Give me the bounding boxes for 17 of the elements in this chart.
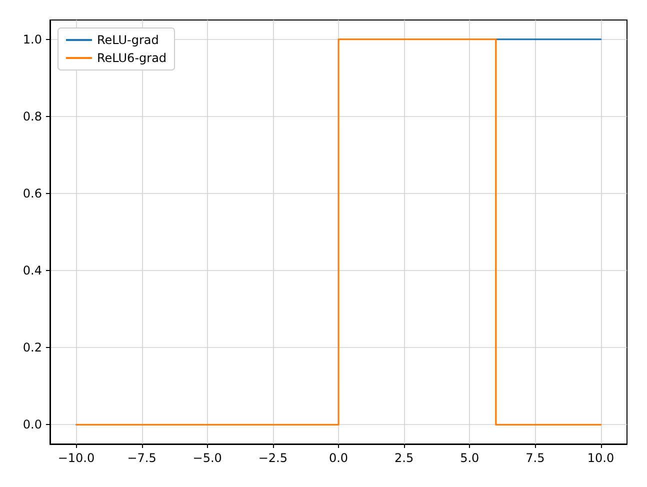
x-tick-label: −2.5 xyxy=(258,451,288,465)
x-tick-label: 5.0 xyxy=(460,451,480,465)
y-tick-label: 0.8 xyxy=(22,109,42,124)
x-tick-label: 7.5 xyxy=(526,451,545,465)
legend-label: ReLU-grad xyxy=(97,33,159,47)
y-tick-label: 1.0 xyxy=(22,32,42,46)
x-tick-label: 0.0 xyxy=(328,451,348,465)
y-tick-label: 0.4 xyxy=(22,264,42,278)
x-tick-label: −5.0 xyxy=(192,451,222,465)
x-tick-label: 10.0 xyxy=(587,451,614,465)
y-tick-label: 0.0 xyxy=(22,418,42,432)
legend-label: ReLU6-grad xyxy=(97,51,167,65)
x-tick-label: −7.5 xyxy=(127,451,156,465)
y-tick-label: 0.2 xyxy=(22,340,42,355)
y-tick-label: 0.6 xyxy=(22,186,42,200)
x-tick-label: 2.5 xyxy=(394,451,414,465)
x-tick-label: −10.0 xyxy=(58,451,95,465)
